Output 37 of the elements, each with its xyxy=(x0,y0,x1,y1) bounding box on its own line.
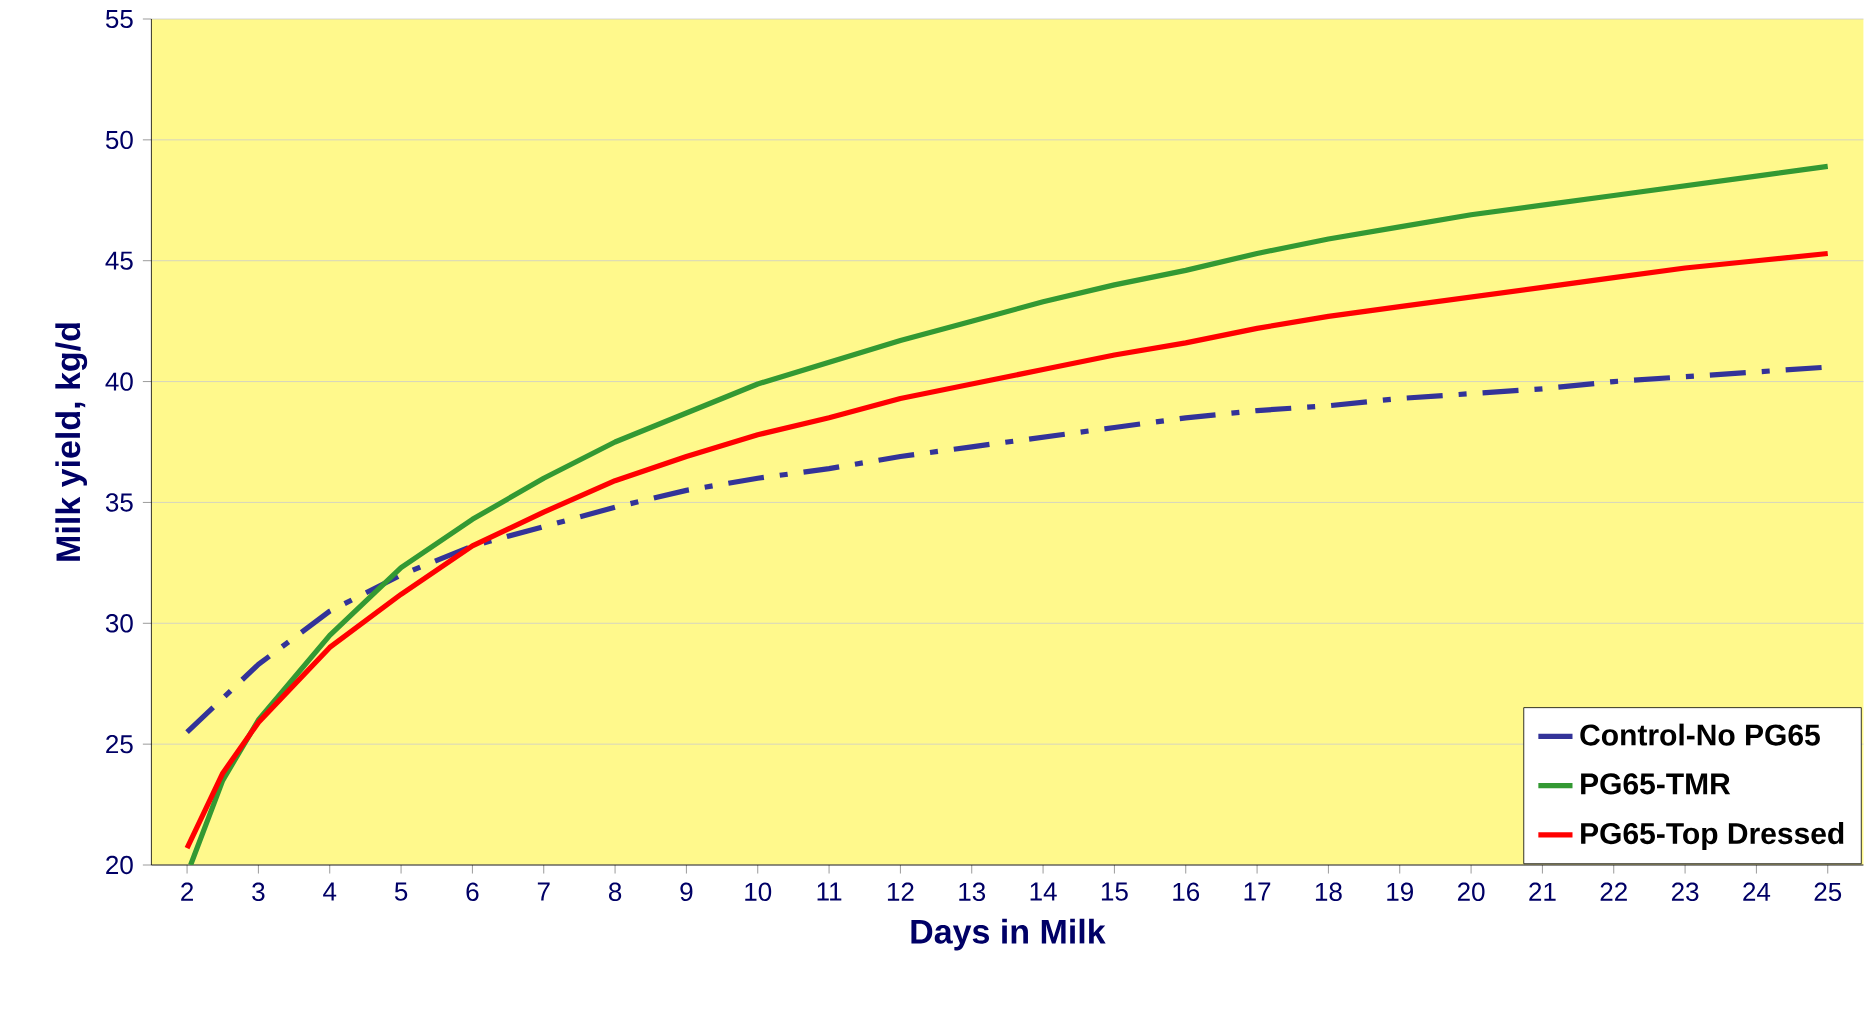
x-tick-label: 6 xyxy=(466,882,479,902)
x-tick-label: 5 xyxy=(394,882,408,901)
y-tick-label: 30 xyxy=(105,614,133,633)
x-tick-label: 17 xyxy=(1244,882,1271,901)
x-tick-label: 18 xyxy=(1315,882,1342,902)
y-tick-label: 40 xyxy=(105,372,133,391)
y-axis-title: Milk yield, kg/d xyxy=(55,323,88,561)
x-tick-label: 4 xyxy=(323,882,337,901)
x-tick-label: 7 xyxy=(537,882,550,901)
y-tick-label: 20 xyxy=(106,855,133,875)
y-tick-label: 45 xyxy=(105,251,133,270)
x-tick-label: 21 xyxy=(1529,882,1556,901)
x-tick-label: 24 xyxy=(1743,882,1771,901)
y-tick-label: 55 xyxy=(105,9,133,29)
x-tick-label: 15 xyxy=(1101,882,1128,901)
x-tick-label: 10 xyxy=(745,882,772,902)
x-tick-label: 3 xyxy=(252,882,265,902)
x-tick-label: 14 xyxy=(1030,882,1057,901)
y-tick-label: 25 xyxy=(106,734,133,754)
legend-label: Control-No PG65 xyxy=(1580,723,1820,746)
x-tick-label: 2 xyxy=(181,882,193,901)
y-tick-label: 35 xyxy=(105,493,133,512)
x-axis-title: Days in Milk xyxy=(911,918,1106,951)
x-tick-label: 12 xyxy=(887,882,914,901)
legend-label: PG65-TMR xyxy=(1581,773,1731,795)
y-tick-label: 50 xyxy=(105,130,133,150)
x-tick-label: 9 xyxy=(680,882,693,902)
x-tick-label: 8 xyxy=(608,882,622,902)
x-tick-label: 19 xyxy=(1387,882,1413,902)
x-tick-label: 25 xyxy=(1814,882,1842,902)
x-tick-label: 13 xyxy=(959,882,986,902)
legend-label: PG65-Top Dressed xyxy=(1581,822,1844,851)
x-tick-label: 16 xyxy=(1173,882,1200,902)
x-tick-label: 22 xyxy=(1600,882,1627,901)
x-tick-label: 23 xyxy=(1671,882,1699,902)
x-tick-label: 20 xyxy=(1457,882,1485,902)
x-tick-label: 11 xyxy=(817,882,842,901)
